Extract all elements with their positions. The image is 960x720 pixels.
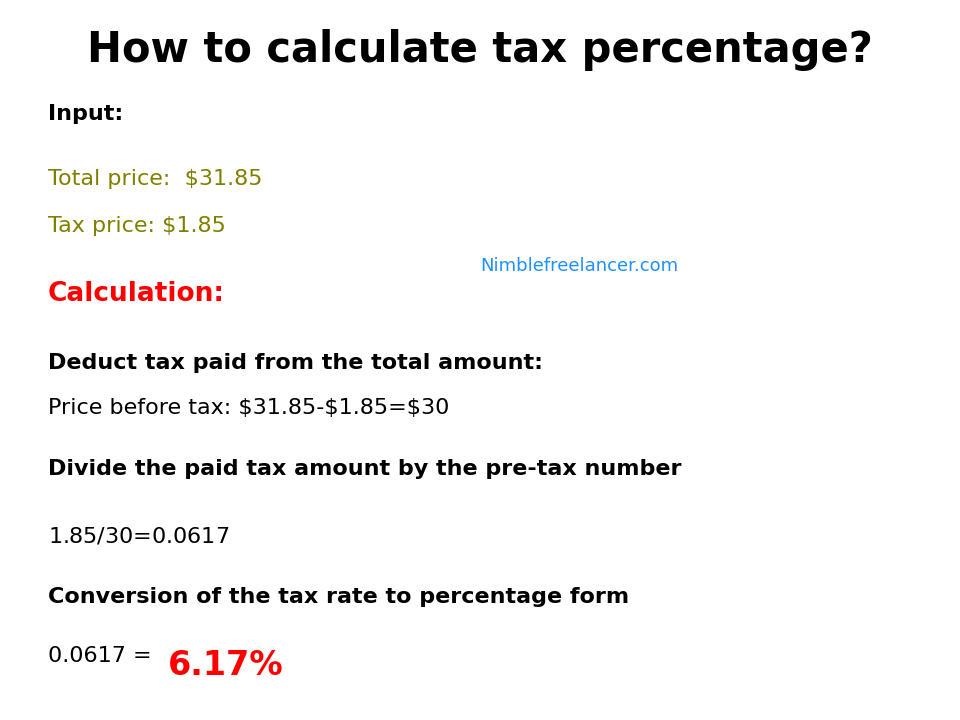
Text: Calculation:: Calculation: [48,281,225,307]
Text: Input:: Input: [48,104,123,125]
Text: How to calculate tax percentage?: How to calculate tax percentage? [87,29,873,71]
Text: 6.17%: 6.17% [168,649,283,683]
Text: 0.0617 =: 0.0617 = [48,646,166,666]
Text: Deduct tax paid from the total amount:: Deduct tax paid from the total amount: [48,353,543,373]
Text: Conversion of the tax rate to percentage form: Conversion of the tax rate to percentage… [48,587,629,607]
Text: $1.85/$30=0.0617: $1.85/$30=0.0617 [48,526,229,546]
Text: Price before tax: $31.85-$1.85=$30: Price before tax: $31.85-$1.85=$30 [48,398,449,418]
Text: Nimblefreelancer.com: Nimblefreelancer.com [480,257,678,275]
Text: Divide the paid tax amount by the pre-tax number: Divide the paid tax amount by the pre-ta… [48,459,682,480]
Text: Total price:  $31.85: Total price: $31.85 [48,169,262,189]
Text: Tax price: $1.85: Tax price: $1.85 [48,216,226,236]
